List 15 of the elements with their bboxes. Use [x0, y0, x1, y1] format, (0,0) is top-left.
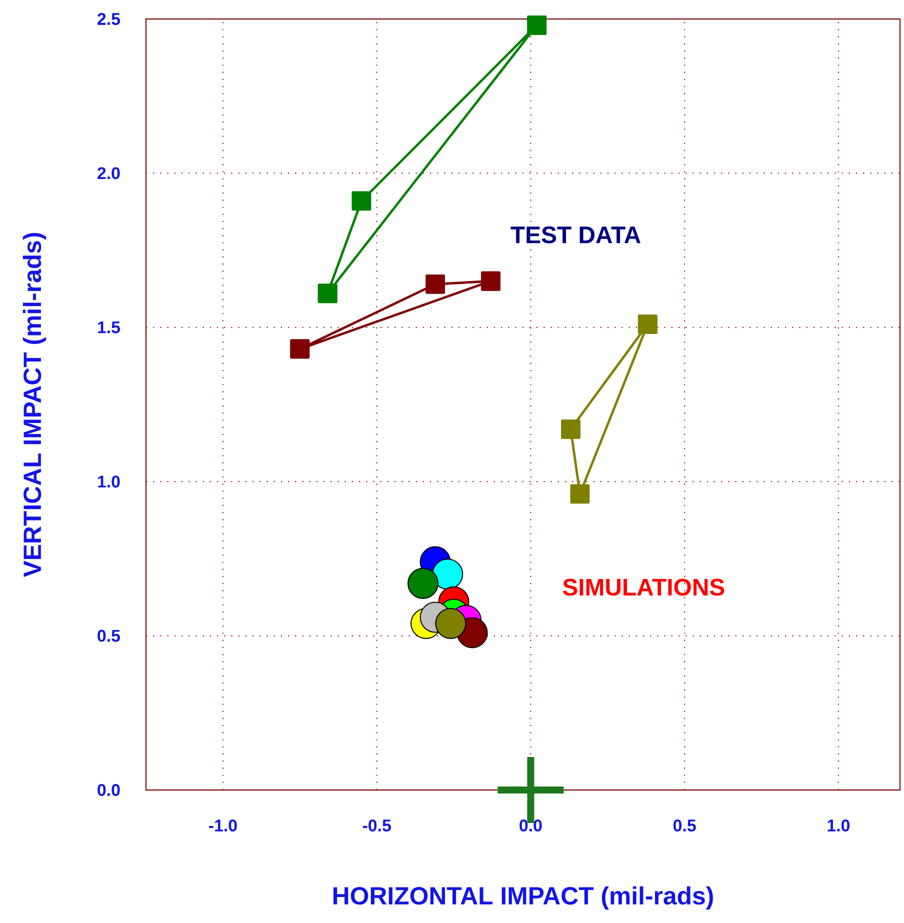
y-tick-label: 1.0 [98, 476, 120, 488]
x-tick-label: 0.0 [520, 820, 542, 832]
x-axis-title: HORIZONTAL IMPACT (mil-rads) [334, 886, 713, 910]
y-tick-label: 2.5 [98, 12, 120, 25]
y-tick-label: 1.5 [98, 321, 120, 334]
y-tick-label: 0.5 [98, 630, 120, 642]
y-tick-label: 2.0 [98, 167, 120, 180]
y-tick-label: 0.0 [98, 784, 120, 796]
annotation: SIMULATIONS [562, 578, 724, 596]
x-tick-label: -0.5 [362, 820, 391, 832]
annotation: TEST DATA [510, 226, 640, 244]
x-tick-label: 0.5 [673, 820, 696, 832]
y-axis-title: VERTICAL IMPACT (mil-rads) [22, 233, 46, 578]
x-tick-label: -1.0 [209, 820, 237, 832]
x-tick-label: 1.0 [828, 820, 850, 832]
